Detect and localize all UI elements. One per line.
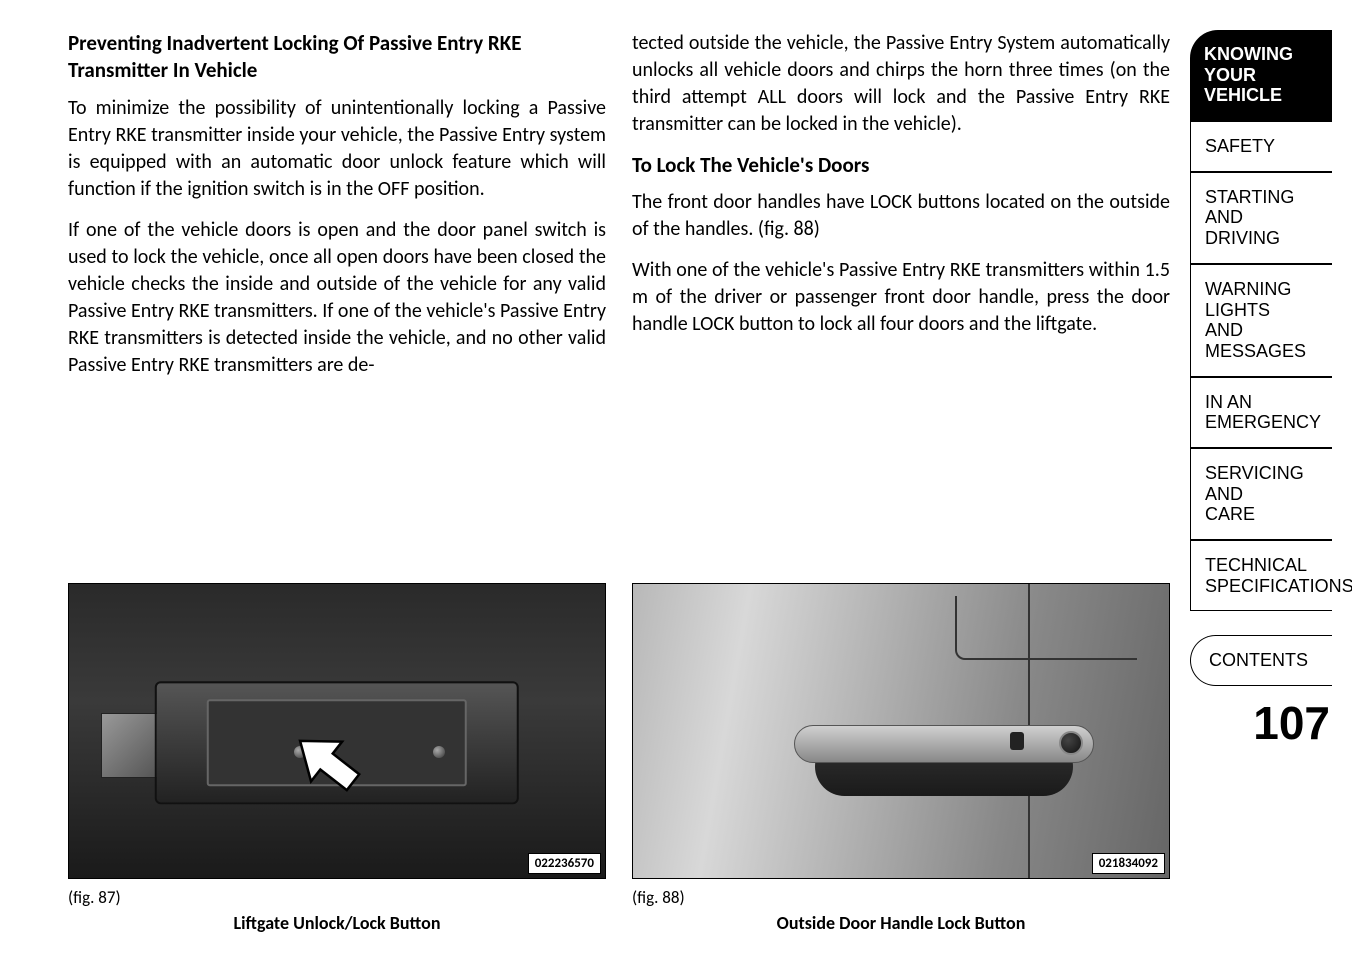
manual-page: Preventing Inadvertent Locking Of Passiv… <box>0 0 1352 954</box>
figure-87-image: 022236570 <box>68 583 606 879</box>
handle-notch-graphic <box>1010 732 1024 750</box>
figure-caption: Outside Door Handle Lock Button <box>632 912 1170 934</box>
sidebar-tab-emergency[interactable]: IN ANEMERGENCY <box>1190 377 1332 448</box>
sidebar-tab-servicing[interactable]: SERVICINGANDCARE <box>1190 448 1332 540</box>
sidebar-tab-knowing-vehicle[interactable]: KNOWINGYOURVEHICLE <box>1190 30 1332 121</box>
left-column: Preventing Inadvertent Locking Of Passiv… <box>68 30 606 934</box>
door-handle-graphic <box>794 725 1094 763</box>
sidebar-tab-contents[interactable]: CONTENTS <box>1190 635 1332 686</box>
sidebar-tab-starting-driving[interactable]: STARTINGANDDRIVING <box>1190 172 1332 264</box>
right-column: tected outside the vehicle, the Passive … <box>632 30 1170 934</box>
figure-88-image: 021834092 <box>632 583 1170 879</box>
figure-id-badge: 021834092 <box>1092 853 1165 874</box>
figure-label: (fig. 87) <box>68 887 606 908</box>
chapter-sidebar: KNOWINGYOURVEHICLE SAFETY STARTINGANDDRI… <box>1190 0 1352 954</box>
sidebar-tab-warning-lights[interactable]: WARNINGLIGHTSANDMESSAGES <box>1190 264 1332 377</box>
figure-87-wrap: 022236570 (fig. 87) Liftgate Unlock/Lock… <box>68 583 606 934</box>
door-edge-graphic <box>955 596 1137 661</box>
body-paragraph: tected outside the vehicle, the Passive … <box>632 30 1170 138</box>
body-paragraph: If one of the vehicle doors is open and … <box>68 217 606 379</box>
body-paragraph: To minimize the possibility of unintenti… <box>68 95 606 203</box>
figure-caption: Liftgate Unlock/Lock Button <box>68 912 606 934</box>
sidebar-tab-technical[interactable]: TECHNICALSPECIFICATIONS <box>1190 540 1332 611</box>
content-area: Preventing Inadvertent Locking Of Passiv… <box>0 0 1190 954</box>
sidebar-tab-safety[interactable]: SAFETY <box>1190 121 1332 172</box>
section-heading: To Lock The Vehicle's Doors <box>632 152 1170 179</box>
figure-88-wrap: 021834092 (fig. 88) Outside Door Handle … <box>632 583 1170 934</box>
figure-id-badge: 022236570 <box>528 853 601 874</box>
body-paragraph: With one of the vehicle's Passive Entry … <box>632 257 1170 338</box>
section-heading: Preventing Inadvertent Locking Of Passiv… <box>68 30 606 85</box>
figure-label: (fig. 88) <box>632 887 1170 908</box>
body-paragraph: The front door handles have LOCK buttons… <box>632 189 1170 243</box>
page-number: 107 <box>1190 696 1332 750</box>
